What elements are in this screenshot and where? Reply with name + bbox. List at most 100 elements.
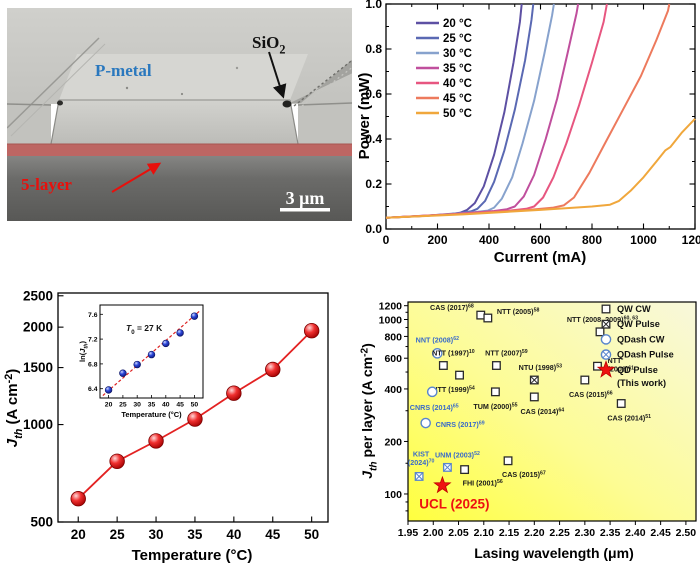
inset-data-point	[147, 350, 156, 359]
li-curve	[385, 118, 696, 219]
sem-trench-edge-right	[297, 102, 352, 106]
jth-data-point	[187, 411, 203, 427]
x-tick-label: 2.45	[650, 527, 671, 539]
y-tick-label: 400	[384, 384, 402, 396]
sem-ridge-sidewall-right	[289, 99, 299, 145]
qw-marker	[503, 456, 513, 466]
legend-label: QW Pulse	[617, 319, 660, 329]
sem-speck	[125, 86, 129, 90]
y-tick-label: 1500	[23, 360, 53, 375]
inset-x-tick-label: 45	[176, 402, 184, 409]
jth-data-point	[148, 433, 164, 449]
qw-marker	[529, 392, 539, 402]
jth-data-point	[109, 453, 125, 470]
x-tick-label: 2.40	[625, 527, 646, 539]
sem-five-layer-stripe	[7, 144, 352, 156]
y-tick-label: 200	[384, 436, 402, 448]
sem-sio2-gap-right	[282, 100, 292, 108]
sem-ridge-top	[59, 54, 308, 100]
sem-speck	[180, 92, 184, 96]
five-layer-label: 5-layer	[21, 175, 72, 194]
scatter-point-label: CAS (2014)64	[520, 407, 564, 416]
scatter-point-label: NTU (1998)53	[519, 363, 562, 372]
x-tick-label: 40	[226, 527, 241, 542]
qw-marker	[483, 313, 493, 323]
marker-cross	[601, 320, 611, 329]
x-tick-label: 1200	[682, 233, 700, 247]
scatter-point-label: (2008)61	[607, 365, 634, 374]
pmetal-label: P-metal	[95, 61, 152, 80]
inset-xlabel: Temperature (°C)	[121, 410, 182, 419]
y-tick-label: 0.4	[365, 132, 382, 146]
sem-trench-right	[298, 104, 352, 144]
jth-ylabel: Jth (A cm-2)	[3, 369, 25, 447]
legend-label: 30 °C	[443, 48, 472, 60]
scatter-point-label: NTT (1999)54	[432, 385, 475, 394]
scatter-point-label: TUM (2000)55	[473, 402, 517, 411]
x-tick-label: 200	[427, 233, 447, 247]
x-tick-label: 400	[479, 233, 499, 247]
y-tick-label: 1200	[379, 301, 403, 313]
qdash-marker	[420, 417, 431, 429]
x-tick-label: 2.25	[549, 527, 570, 539]
qw-marker	[455, 370, 464, 380]
ucl-highlight-label: UCL (2025)	[419, 496, 489, 511]
qw-marker	[490, 387, 500, 397]
x-tick-label: 2.20	[524, 527, 545, 539]
legend-label: QDash Pulse	[617, 350, 674, 360]
jth-data-point	[303, 323, 320, 339]
scatter-point-label: CAS (2014)51	[607, 414, 651, 423]
inset-y-tick-label: 6.8	[88, 361, 98, 368]
scatter-point-label: NNT (2008)62	[416, 335, 459, 344]
scale-bar	[280, 208, 330, 212]
scatter-point-label: CAS (2017)68	[430, 303, 474, 312]
sem-trench-left	[7, 104, 51, 144]
benchmark-scatter-chart: 1.95 2.00 2.05 2.10 2.15 2.20 2.25 2.30 2.35 2.40…	[359, 301, 697, 561]
sem-ridge-face	[51, 100, 298, 144]
sem-speck	[235, 66, 239, 70]
marker-cross	[414, 472, 424, 481]
legend-label: QW CW	[617, 304, 651, 314]
inset-x-tick-label: 50	[191, 402, 199, 409]
sem-ridge-sidewall-left	[50, 99, 60, 145]
scatter-point-label: CAS (2015)66	[569, 390, 613, 399]
scatter-point-label: NTT (2008, 2009)60, 63	[567, 315, 638, 324]
legend-label: 35 °C	[443, 63, 472, 75]
x-tick-label: 600	[530, 233, 550, 247]
scatter-point-label: (2024)70	[408, 458, 435, 467]
y-tick-label: 0.8	[365, 42, 382, 56]
qd-star-marker	[596, 360, 616, 378]
qdash-marker	[432, 348, 443, 359]
legend-label: 45 °C	[443, 93, 472, 105]
li-ylabel: Power (mW)	[358, 73, 373, 160]
qw-marker	[593, 361, 602, 371]
jth-temperature-chart: 20 25 30 35 40 45 50 500 1000 1500 2000 2500 20 25 30 3…	[3, 288, 329, 564]
li-xlabel: Current (mA)	[494, 249, 587, 266]
x-tick-label: 45	[265, 527, 281, 542]
y-tick-label: 0.0	[365, 222, 382, 236]
inset-y-tick-label: 6.4	[88, 386, 98, 393]
y-tick-label: 600	[384, 353, 402, 365]
legend-label: 25 °C	[443, 33, 472, 45]
marker-cross	[530, 375, 539, 385]
legend-label: 50 °C	[443, 108, 472, 120]
qw-marker	[616, 399, 626, 408]
scatter-point-label: NTT (2007)59	[485, 349, 528, 358]
inset-data-point	[176, 329, 184, 337]
legend-label: (This work)	[617, 378, 666, 388]
x-tick-label: 2.35	[600, 527, 621, 539]
sem-texture-line	[10, 43, 106, 137]
x-tick-label: 2.10	[474, 527, 495, 539]
y-tick-label: 1000	[23, 417, 53, 432]
inset-data-point	[104, 386, 113, 394]
scatter-point-label: NTT (1997)10	[432, 349, 475, 358]
sio2-label: SiO2	[252, 33, 286, 57]
y-tick-label: 0.2	[365, 177, 382, 191]
x-tick-label: 35	[187, 527, 203, 542]
legend-label: QD Pulse	[617, 365, 658, 375]
sem-texture-line	[7, 37, 100, 129]
x-tick-label: 2.50	[676, 527, 697, 539]
benchmark-ylabel: Jth per layer (A cm-2)	[359, 343, 380, 479]
legend-label: 20 °C	[443, 18, 472, 30]
y-tick-label: 2500	[23, 288, 53, 303]
